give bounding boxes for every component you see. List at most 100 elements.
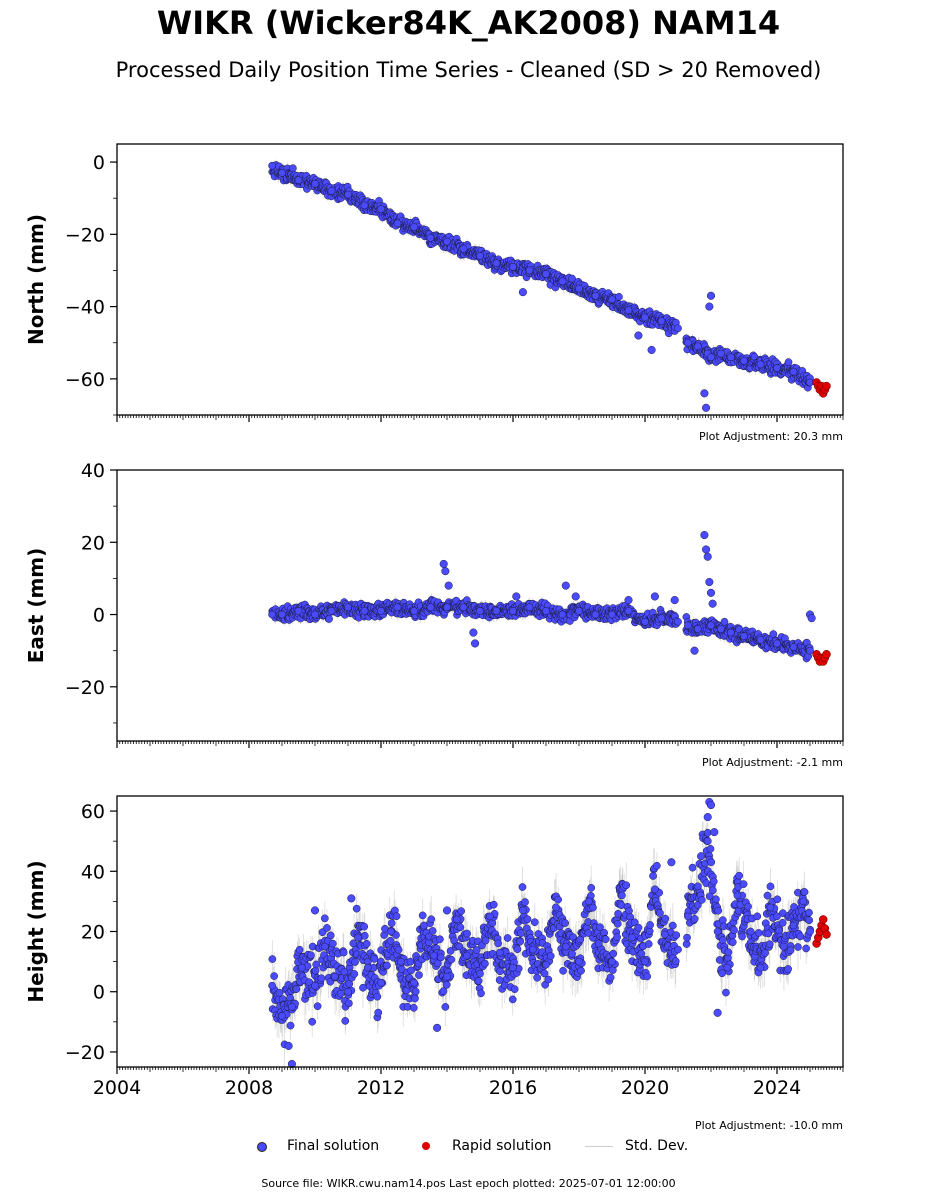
final-solution-points [268, 161, 814, 412]
final-solution-point [624, 306, 633, 315]
final-solution-point [268, 610, 276, 619]
final-solution-point [726, 628, 735, 637]
final-solution-point [360, 201, 369, 210]
final-solution-point [294, 607, 303, 615]
final-solution-point [641, 313, 649, 322]
final-solution-point [444, 581, 453, 590]
final-solution-point [525, 266, 534, 275]
final-solution-point [784, 358, 793, 367]
final-solution-point [693, 342, 702, 351]
final-solution-point [377, 607, 385, 615]
final-solution-point [471, 639, 480, 648]
final-solution-point [311, 610, 319, 619]
final-solution-point [476, 607, 484, 615]
final-solution-point [571, 592, 580, 601]
x-ticks [116, 415, 844, 422]
final-solution-point [706, 291, 716, 300]
x-ticks [116, 741, 844, 748]
final-solution-point [525, 603, 534, 612]
rapid-solution-points [812, 650, 831, 666]
final-solution-point [740, 356, 748, 365]
final-solution-point [426, 603, 435, 612]
final-solution-point [773, 639, 781, 648]
final-solution-point [705, 302, 714, 311]
final-solution-point [706, 588, 716, 597]
final-solution-point [469, 628, 478, 637]
final-solution-point [684, 338, 692, 347]
final-solution-point [459, 244, 468, 253]
final-solution-point [426, 234, 435, 242]
final-solution-point [492, 259, 501, 268]
final-solution-point [684, 621, 692, 630]
final-solution-point [657, 614, 666, 622]
final-solution-point [591, 610, 600, 619]
final-solution-point [278, 610, 286, 619]
final-solution-point [443, 237, 451, 246]
final-solution-point [708, 599, 717, 608]
final-solution-point [703, 552, 712, 561]
y-tick-label: −60 [65, 369, 105, 391]
final-solution-point [700, 530, 709, 540]
final-solution-point [542, 270, 550, 278]
plot-adjustment: Plot Adjustment: 20.3 mm [699, 430, 843, 443]
final-solution-point [608, 610, 616, 619]
final-solution-point [707, 353, 715, 362]
final-solution-point [674, 324, 682, 333]
final-solution-point [575, 607, 583, 615]
final-solution-point [294, 176, 303, 184]
final-solution-point [807, 614, 816, 623]
final-solution-point [700, 389, 709, 398]
final-solution-point [615, 292, 623, 301]
final-solution-point [740, 632, 748, 641]
final-solution-point [377, 205, 385, 213]
final-solution-point [512, 592, 521, 601]
rapid-solution-point [822, 650, 831, 659]
final-solution-point [439, 559, 448, 568]
final-solution-point [789, 367, 798, 376]
final-solution-point [561, 581, 570, 590]
final-solution-point [670, 596, 679, 605]
y-ticks [110, 161, 117, 416]
final-solution-point [344, 190, 352, 199]
chart-subtitle: Processed Daily Position Time Series - C… [0, 58, 937, 82]
final-solution-point [327, 187, 336, 195]
final-solution-point [705, 577, 714, 587]
north-panel: 0 −20 −40 −60 North (mm) Plot Adjustment: 20.… [24, 143, 844, 443]
final-solution-point [624, 607, 633, 615]
final-solution-point [410, 223, 418, 231]
final-solution-point [693, 625, 702, 633]
final-solution-point [773, 364, 781, 372]
final-solution-point [542, 607, 550, 615]
final-solution-point [558, 277, 567, 286]
final-solution-point [726, 353, 735, 362]
final-solution-point [608, 295, 616, 304]
final-solution-point [393, 219, 402, 228]
final-solution-point [756, 635, 765, 644]
final-solution-point [624, 596, 633, 605]
final-solution-point [278, 169, 286, 177]
y-axis-label: North (mm) [24, 214, 48, 345]
final-solution-point [360, 607, 369, 615]
final-solution-point [634, 331, 643, 340]
final-solution-point [327, 607, 336, 615]
final-solution-point [344, 603, 352, 612]
final-solution-point [647, 345, 656, 355]
final-solution-point [509, 607, 517, 615]
y-tick-label: −40 [65, 297, 105, 319]
final-solution-point [459, 603, 468, 612]
final-solution-point [575, 284, 583, 293]
plot-frame [116, 143, 844, 416]
final-solution-point [410, 607, 418, 615]
final-solution-point [441, 567, 450, 576]
final-solution-point [641, 617, 649, 626]
final-solution-point [289, 164, 297, 173]
final-solution-point [518, 288, 527, 297]
rapid-solution-point [822, 381, 831, 391]
final-solution-point [717, 349, 725, 358]
final-solution-point [789, 643, 798, 651]
final-solution-point [707, 621, 715, 630]
final-solution-point [509, 263, 517, 271]
final-solution-point [268, 161, 276, 170]
